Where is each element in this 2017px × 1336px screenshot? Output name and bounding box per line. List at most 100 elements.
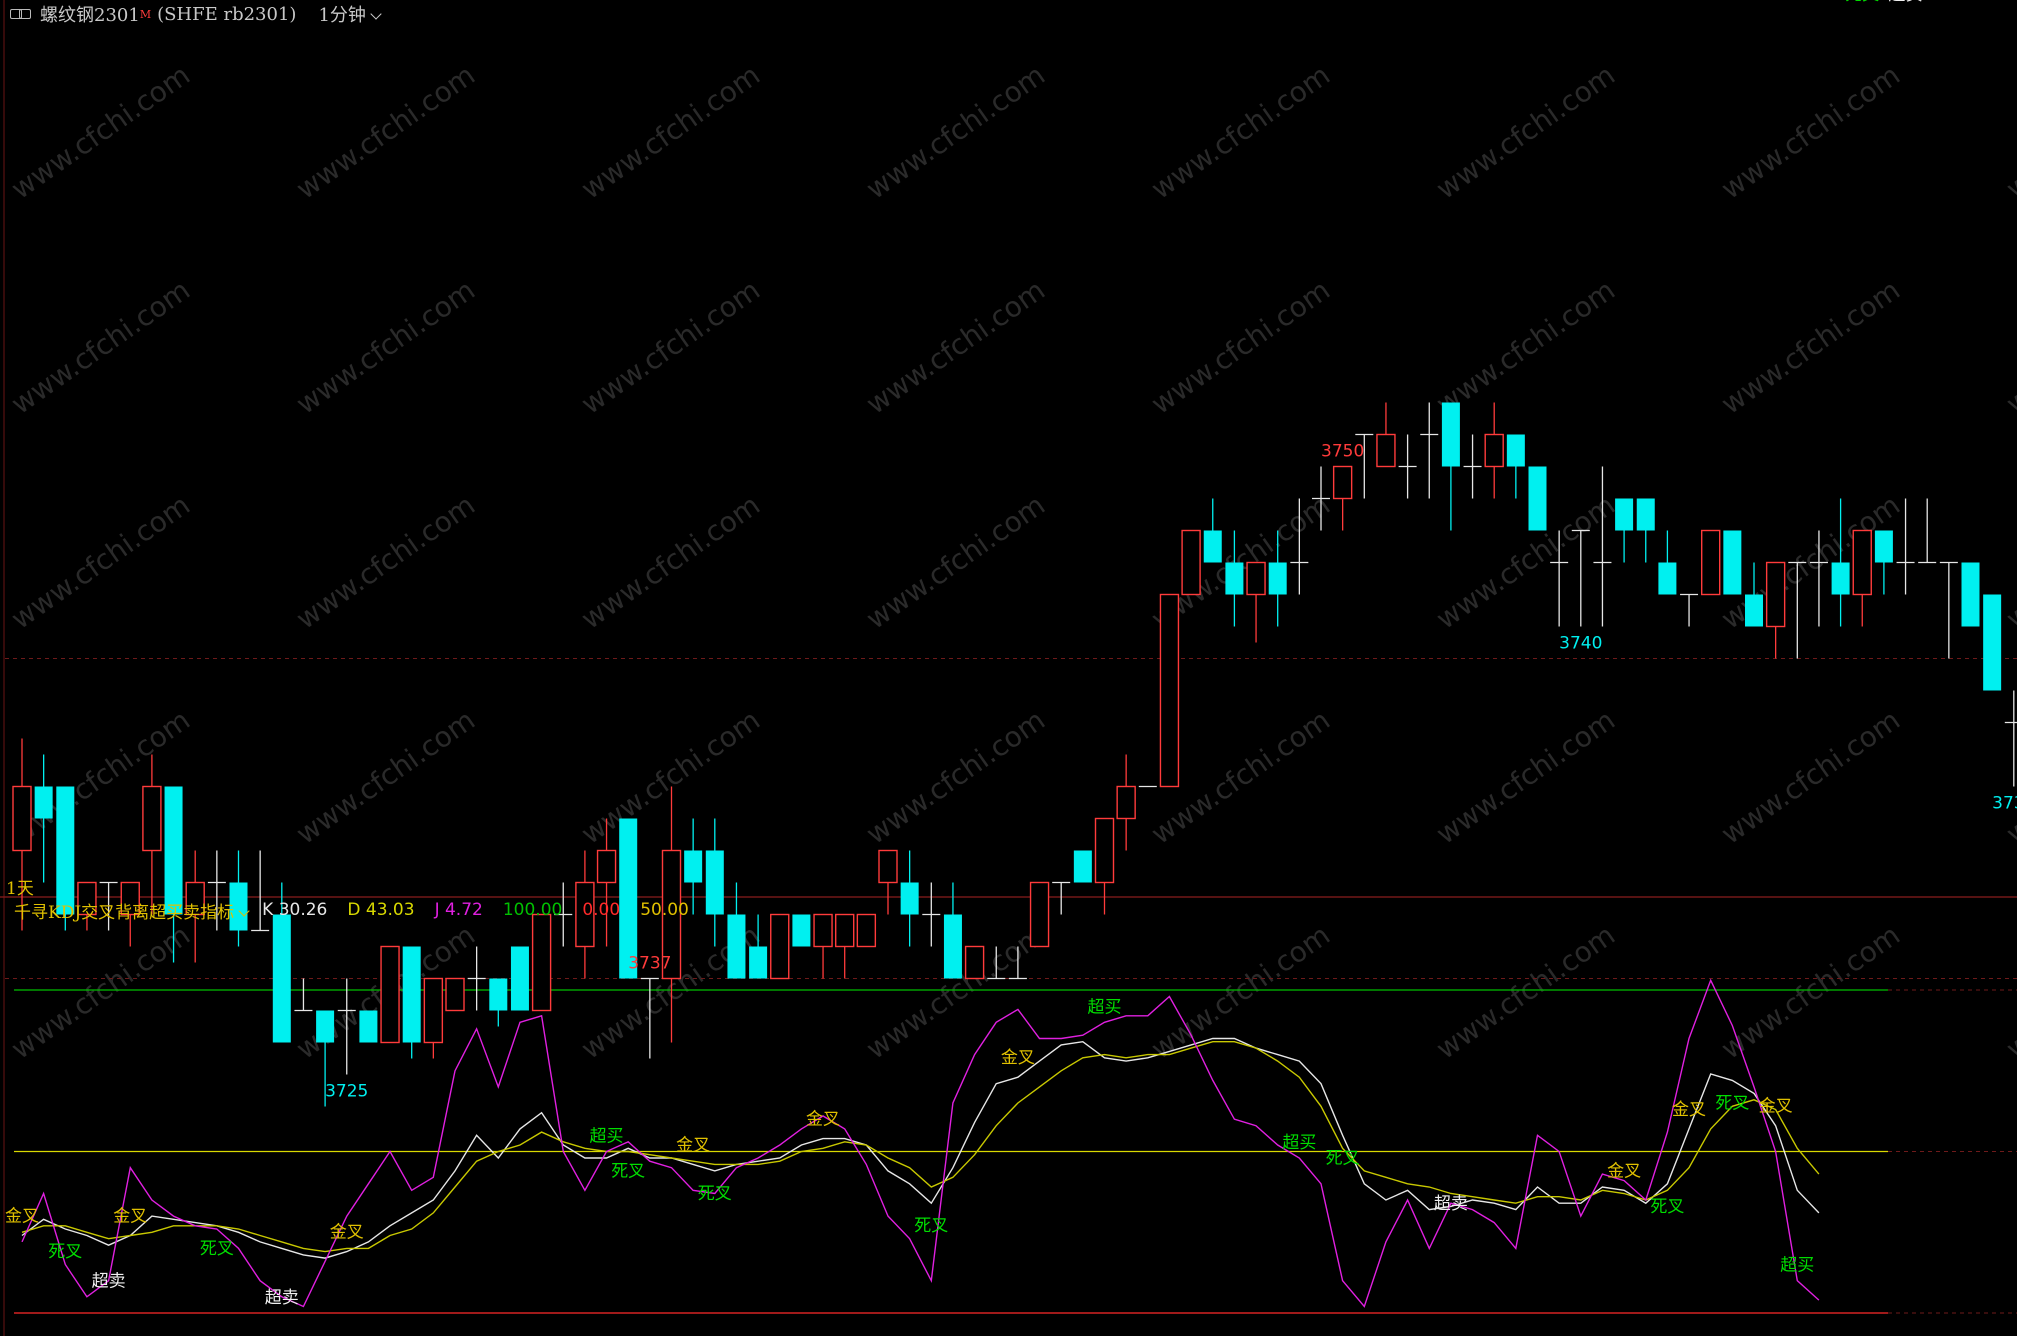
candle-up [835,913,855,979]
candle-body [77,881,97,916]
watermark-text: www.cfchi.com [1430,273,1621,420]
candle-down [1874,530,1893,595]
candle-doji [1355,433,1374,499]
candle-up [1029,881,1050,948]
k-value: K 30.26 [262,900,328,920]
chevron-down-icon [370,8,382,20]
candle-doji [1052,881,1071,915]
symbol-name: 螺纹钢2301 [40,5,140,26]
signal-cross-down: 死叉 [1845,0,1879,5]
candle-down [402,946,421,1059]
signal-cross-down: 死叉 [698,1184,732,1204]
signal-cross-down: 死叉 [1326,1148,1360,1168]
candle-body [619,818,638,979]
watermark-text: www.cfchi.com [290,58,481,205]
watermark-text: www.cfchi.com [1715,918,1906,1065]
candle-body [705,850,724,915]
kdj-line-d [21,1040,1820,1253]
period-label: 1分钟 [318,5,366,26]
candle-body [316,1010,335,1043]
candle-up [142,754,162,915]
candle-body [531,913,552,1012]
candle-doji [1896,498,1915,595]
candle-doji [1398,434,1417,499]
watermark-text: www.cfchi.com [2000,918,2017,1065]
signal-oversold: 超卖 [265,1288,299,1308]
signal-overbought: 超买 [1282,1133,1316,1153]
candle-down [1506,434,1525,499]
watermark-text: www.cfchi.com [5,58,196,205]
candle-up [445,977,465,1012]
candle-body [1029,881,1050,948]
candle-up [1765,561,1786,659]
candle-body [813,913,833,948]
candle-doji [1680,593,1699,627]
candle-down [1073,850,1092,883]
watermark-text: www.cfchi.com [575,703,766,850]
candle-body [1852,529,1872,596]
watermark-text: www.cfchi.com [1430,703,1621,850]
candle-body [34,786,53,819]
candle-up [1116,754,1136,851]
candle-body [596,849,617,884]
candle-down [727,882,746,979]
candle-up [531,913,552,1012]
candle-body [727,914,746,979]
candle-up [596,818,617,947]
candle-body [1723,530,1742,595]
signal-cross-down: 死叉 [200,1239,234,1259]
candle-doji [1420,402,1439,499]
candle-up [1376,402,1396,468]
candle-body [489,978,508,1011]
watermark-text: www.cfchi.com [290,273,481,420]
d-value: D 43.03 [347,900,415,920]
watermark-text: www.cfchi.com [5,273,196,420]
kdj-signal-labels: 金叉死叉超卖金叉死叉超卖金叉超买死叉金叉死叉金叉死叉金叉超买超买死叉超卖金叉死叉… [5,0,1923,1308]
candle-body [661,849,682,980]
candle-body [1874,530,1893,563]
candle-body [1203,530,1222,563]
signal-overbought: 超买 [590,1127,624,1147]
candle-body [1181,529,1201,596]
candle-down [1528,466,1547,531]
indicator-selector[interactable]: 千寻KDJ交叉背离超买卖指标 [14,898,262,923]
candle-body [229,882,248,931]
candle-body [770,913,790,980]
j-value: J 4.72 [434,900,483,920]
watermark-text: www.cfchi.com [860,273,1051,420]
watermark-text: www.cfchi.com [860,488,1051,635]
candle-body [1225,562,1244,595]
price-labels: 3737 3725 3750 3740 3735 [325,442,2017,1102]
price-label-high: 3750 [1321,442,1364,462]
candle-body [423,977,444,1044]
candle-up [77,881,97,931]
candle-body [1073,850,1092,883]
candle-doji [987,946,1006,980]
kdj-line-k [21,1037,1820,1259]
candle-down [316,1010,335,1107]
candle-doji [1290,498,1309,595]
candle-body [380,945,400,1044]
candle-down [1831,498,1850,627]
signal-cross-down: 死叉 [48,1242,82,1262]
link-icon[interactable] [10,9,32,19]
candle-body [1332,465,1353,500]
candle-body [792,914,811,947]
candle-down [792,914,811,947]
period-selector[interactable]: 1分钟 [318,1,382,27]
candle-up [380,945,400,1044]
candle-down [1615,498,1634,563]
candle-body [164,786,183,915]
candle-body [964,945,985,980]
candle-down [56,786,75,931]
candle-down [619,818,638,979]
watermark-text: www.cfchi.com [860,58,1051,205]
candle-body [185,881,205,916]
candle-doji [1550,530,1569,627]
price-label-high: 3737 [628,954,671,974]
candle-doji [2004,690,2017,787]
range-label: 1天 [6,879,34,899]
candle-down [1723,530,1742,595]
candle-down [34,754,53,883]
